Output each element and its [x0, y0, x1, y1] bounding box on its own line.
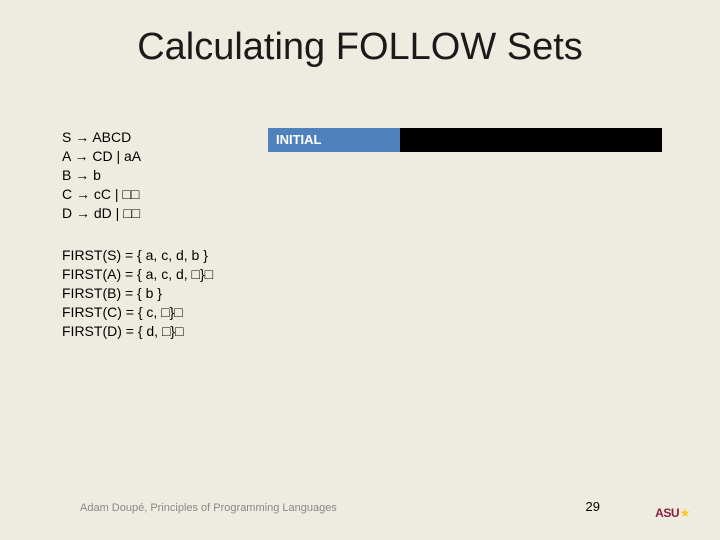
logo-sunburst-icon: [680, 508, 690, 518]
first-line-3: FIRST(B) = { b }: [62, 284, 213, 303]
table-initial-cell: INITIAL: [268, 128, 400, 152]
first-line-5: FIRST(D) = { d, □}□: [62, 322, 213, 341]
asu-logo: ASU: [655, 506, 690, 520]
first-line-1: FIRST(S) = { a, c, d, b }: [62, 246, 213, 265]
grammar-block: S → ABCD A → CD | aA B → b C → cC | □□ D…: [62, 128, 141, 222]
page-number: 29: [586, 499, 600, 514]
footer-attribution: Adam Doupé, Principles of Programming La…: [80, 502, 337, 514]
table-empty-cell-2: [532, 128, 662, 152]
table-header-row: INITIAL: [268, 128, 662, 152]
grammar-line-3: B → b: [62, 166, 141, 185]
first-line-4: FIRST(C) = { c, □}□: [62, 303, 213, 322]
first-line-2: FIRST(A) = { a, c, d, □}□: [62, 265, 213, 284]
first-sets-block: FIRST(S) = { a, c, d, b } FIRST(A) = { a…: [62, 246, 213, 340]
logo-text: ASU: [655, 506, 679, 520]
grammar-line-2: A → CD | aA: [62, 147, 141, 166]
table-empty-cell-1: [400, 128, 532, 152]
grammar-line-5: D → dD | □□: [62, 204, 141, 223]
slide-title: Calculating FOLLOW Sets: [0, 26, 720, 69]
grammar-line-1: S → ABCD: [62, 128, 141, 147]
grammar-line-4: C → cC | □□: [62, 185, 141, 204]
